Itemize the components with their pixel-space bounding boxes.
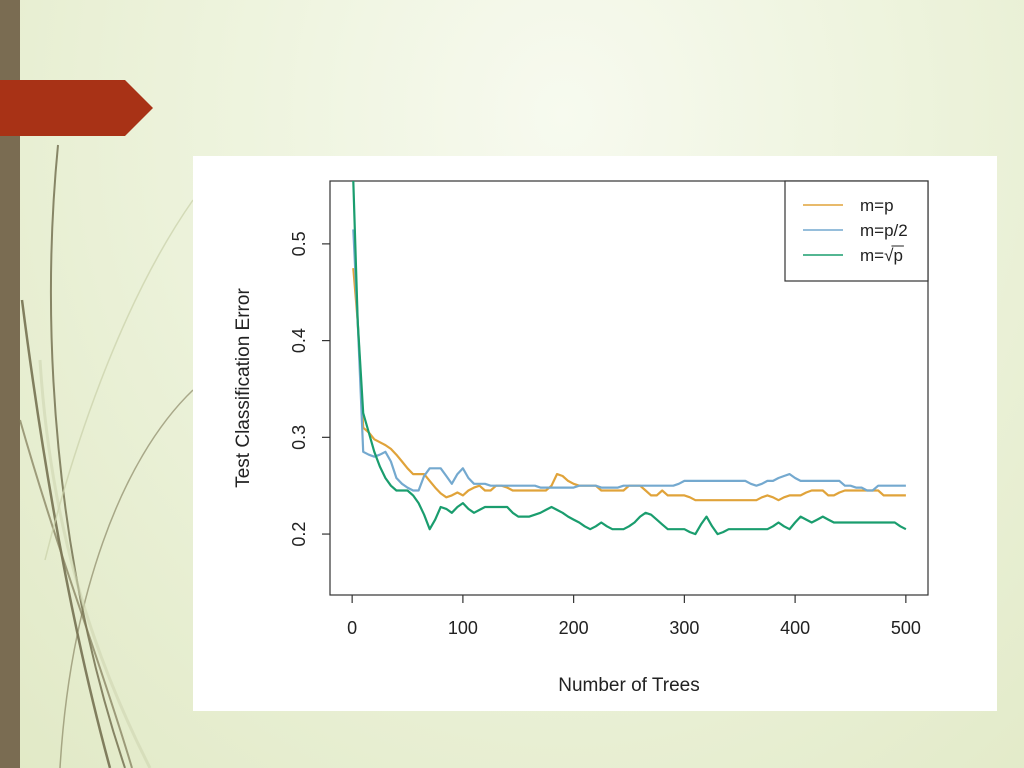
legend-label-3: m=√p [860, 246, 903, 265]
series-line-2 [352, 229, 906, 492]
y-tick-label: 0.4 [289, 328, 309, 353]
y-axis: 0.2 0.3 0.4 0.5 [289, 231, 330, 547]
y-tick-label: 0.3 [289, 425, 309, 450]
y-axis-title: Test Classification Error [233, 288, 254, 488]
legend: m=p m=p/2 m=√p [784, 180, 929, 282]
x-tick-label: 100 [448, 618, 478, 638]
section-tab-arrow [0, 80, 153, 136]
plot-frame [329, 180, 929, 596]
x-tick-label: 300 [669, 618, 699, 638]
y-tick-label: 0.2 [289, 522, 309, 547]
series-line-1 [352, 268, 906, 502]
legend-label-1: m=p [860, 196, 894, 215]
decorative-grass-strokes [19, 144, 194, 768]
series-line-3 [352, 181, 907, 536]
slide-left-bar [0, 0, 20, 768]
x-tick-label: 0 [347, 618, 357, 638]
legend-box [784, 180, 929, 282]
line-chart: 0 100 200 300 400 500 0.2 0.3 0.4 0.5 Number of … [233, 180, 929, 696]
series-lines [352, 181, 907, 536]
x-tick-label: 200 [559, 618, 589, 638]
x-tick-label: 400 [780, 618, 810, 638]
x-tick-label: 500 [891, 618, 921, 638]
y-tick-label: 0.5 [289, 231, 309, 256]
x-axis: 0 100 200 300 400 500 [347, 595, 921, 638]
x-axis-title: Number of Trees [558, 675, 700, 696]
chart-panel: 0 100 200 300 400 500 0.2 0.3 0.4 0.5 Number of … [193, 156, 997, 711]
legend-label-2: m=p/2 [860, 221, 908, 240]
